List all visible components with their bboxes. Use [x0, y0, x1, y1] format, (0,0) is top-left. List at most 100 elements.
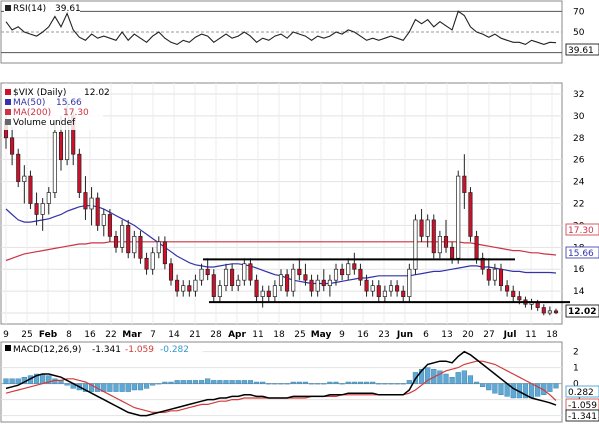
x-tick-label: 21 [189, 330, 200, 340]
candle-body [162, 241, 167, 265]
macd-histogram-bar [370, 381, 376, 384]
macd-histogram-bar [327, 381, 333, 384]
macd-histogram [3, 367, 559, 399]
macd-tick-label: 2 [573, 348, 579, 358]
candle-body [309, 279, 314, 292]
price-tick-label: 14 [573, 287, 585, 297]
candle-body [340, 268, 345, 276]
candle-body [150, 252, 155, 270]
macd-histogram-bar [406, 380, 412, 384]
candle-body [437, 236, 442, 254]
ma200-line [5, 241, 557, 262]
macd-tick-label: 0 [573, 380, 579, 390]
x-tick-label: 25 [294, 330, 305, 340]
ma50-legend-value: 15.66 [56, 98, 82, 108]
candle-body [517, 296, 522, 301]
candle-body [217, 285, 222, 297]
x-tick-label: 13 [441, 330, 452, 340]
candle-body [486, 268, 491, 281]
candle-body [376, 285, 381, 297]
candle-body [211, 274, 216, 297]
macd-histogram-bar [143, 383, 150, 389]
macd-value-2: -1.059 [125, 345, 154, 355]
candle-body [40, 203, 45, 215]
x-tick-label: 14 [168, 330, 180, 340]
candle-body [352, 263, 357, 270]
macd-value-1: -1.341 [92, 345, 121, 355]
macd-histogram-bar [480, 383, 486, 388]
candle-body [450, 246, 455, 259]
candle-body [303, 274, 308, 281]
rsi-panel: RSI(14) 39.61 70 50 30 39.61 [0, 0, 599, 64]
x-tick-label: 25 [21, 330, 32, 340]
candle-body [474, 236, 479, 259]
candle-body [242, 263, 247, 281]
macd-histogram-bar [492, 383, 498, 394]
macd-histogram-bar [528, 383, 535, 399]
macd-histogram-bar [46, 375, 52, 384]
macd-hist-box-rect [565, 385, 599, 398]
candle-body [401, 290, 406, 297]
macd-label-bg [3, 343, 203, 354]
candle-body [456, 175, 461, 259]
x-tick-label: Apr [228, 330, 246, 340]
rsi-value-box [565, 43, 599, 56]
macd-histogram-bar [40, 373, 46, 384]
x-tick-label: 28 [210, 330, 222, 340]
macd-histogram-bar [198, 380, 205, 384]
candle-body [10, 137, 15, 155]
candle-body [358, 268, 363, 281]
candle-body [547, 310, 552, 314]
macd-histogram-bar [284, 383, 290, 385]
candle-body [254, 279, 259, 297]
macd-panel: MACD(12,26,9) -1.341 -1.059 -0.282 2 1 0 -1… [0, 341, 599, 423]
macd-histogram-bar [174, 380, 180, 384]
x-tick-label: Jun [396, 330, 413, 340]
candle-body [168, 263, 174, 281]
candle-body [230, 268, 235, 287]
macd-histogram-bar [82, 383, 89, 392]
price-tick-label: 26 [573, 156, 585, 166]
macd-histogram-bar [137, 383, 144, 391]
rsi-label: RSI(14) [13, 4, 46, 14]
macd-histogram-bar [461, 370, 467, 384]
candle-body [370, 285, 375, 292]
last-price-box: 12.02 [565, 304, 599, 318]
x-tick-label: 18 [546, 330, 558, 340]
price-legend-swatch [5, 89, 11, 95]
candle-body [193, 279, 198, 292]
candle-body [126, 225, 131, 254]
candle-body [395, 285, 400, 292]
macd-histogram-bar [486, 383, 492, 391]
x-tick-label: Jul [503, 330, 517, 340]
ma200-box-text: 17.30 [568, 226, 594, 236]
macd-histogram-bar [33, 373, 40, 384]
candle-body [101, 214, 106, 226]
macd-histogram-bar [302, 381, 309, 384]
x-axis: 9 25 Feb 8 16 22 Mar 7 14 21 28 Apr 11 18 25 May 9 16 23 Ju… [3, 330, 558, 340]
candle-body [480, 257, 485, 270]
macd-histogram-bar [205, 378, 211, 384]
candle-body [413, 219, 418, 270]
macd-histogram-bar [418, 369, 425, 384]
candle-body [113, 236, 119, 248]
price-y-axis: 3230282624222018161412 [573, 90, 585, 319]
candle-body [132, 236, 137, 254]
macd-histogram-bar [88, 383, 95, 392]
macd-histogram-bar [351, 381, 357, 384]
rsi-legend-swatch [5, 5, 11, 11]
price-tick-label: 32 [573, 90, 584, 100]
rsi-grid [1, 10, 562, 54]
candle-body [333, 268, 339, 281]
ticker-value: 12.02 [84, 88, 110, 98]
candle-body [407, 268, 412, 297]
price-tick-label: 24 [573, 178, 585, 188]
candle-body [431, 219, 436, 254]
macd-hist-box: 0.282 [565, 385, 599, 398]
candle-body [16, 153, 21, 182]
candle-body [52, 131, 57, 193]
ma50-box [565, 246, 599, 259]
candle-body [498, 268, 504, 287]
macd-histogram-bar [186, 380, 192, 384]
